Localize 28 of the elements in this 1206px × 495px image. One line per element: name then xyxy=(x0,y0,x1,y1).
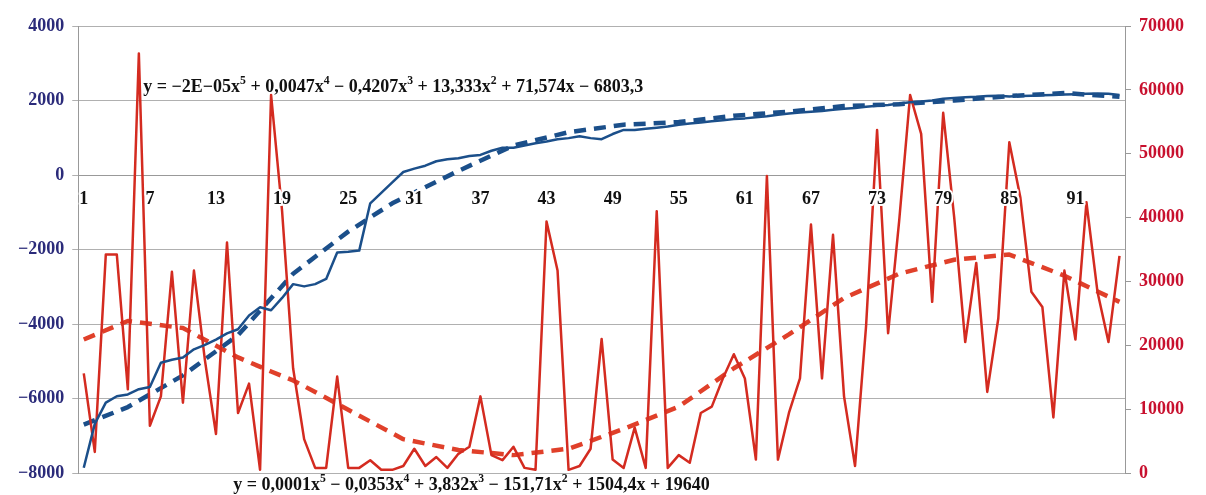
y2-tick-label: 40000 xyxy=(1139,206,1184,227)
x-tick-label: 55 xyxy=(669,188,688,209)
y-tick-label: −8000 xyxy=(17,461,65,482)
y-tick-label: −2000 xyxy=(17,238,65,259)
x-tick-label: 7 xyxy=(145,188,155,209)
x-tick-label: 43 xyxy=(537,188,556,209)
y2-tick-label: 10000 xyxy=(1139,397,1184,418)
y2-tick-label: 70000 xyxy=(1139,14,1184,35)
y-tick-label: 2000 xyxy=(28,89,65,110)
y-tick-label: 0 xyxy=(55,163,65,184)
y2-tick-label: 60000 xyxy=(1139,78,1184,99)
y2-tick-label: 20000 xyxy=(1139,333,1184,354)
y-tick-label: −4000 xyxy=(17,312,65,333)
line-series xyxy=(81,252,1122,458)
x-tick-label: 61 xyxy=(735,188,754,209)
x-tick-label: 13 xyxy=(206,188,225,209)
y2-tick-label: 30000 xyxy=(1139,270,1184,291)
y2-tick-label: 0 xyxy=(1139,461,1148,482)
x-tick-label: 1 xyxy=(79,188,89,209)
x-tick-label: 31 xyxy=(405,188,424,209)
y-tick-label: 4000 xyxy=(28,14,65,35)
x-tick-label: 67 xyxy=(801,188,820,209)
x-tick-label: 37 xyxy=(471,188,490,209)
y2-tick-label: 50000 xyxy=(1139,142,1184,163)
x-tick-label: 49 xyxy=(603,188,622,209)
x-tick-label: 25 xyxy=(339,188,358,209)
x-tick-label: 91 xyxy=(1066,188,1085,209)
y-tick-label: −6000 xyxy=(17,387,65,408)
